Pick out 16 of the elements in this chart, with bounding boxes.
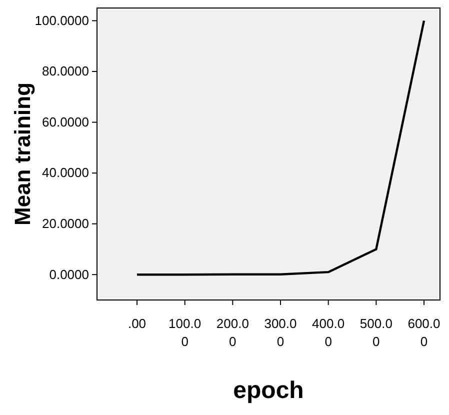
y-axis-title: Mean training <box>10 82 35 226</box>
y-tick-label: 40.0000 <box>42 165 89 180</box>
x-tick-label: 500.00 <box>360 316 392 349</box>
x-tick-label: 100.00 <box>168 316 202 349</box>
y-tick-label: 100.0000 <box>34 12 89 28</box>
x-tick-label: 400.00 <box>312 316 345 349</box>
y-tick-label: 0.0000 <box>49 266 89 282</box>
x-tick-label: .00 <box>128 316 146 331</box>
y-tick-label: 60.0000 <box>42 114 89 130</box>
x-tick-label: 600.00 <box>408 316 440 349</box>
x-tick-label: 200.00 <box>216 316 249 349</box>
x-axis-title: epoch <box>233 377 304 404</box>
y-tick-label: 80.0000 <box>42 64 89 79</box>
line-series <box>136 20 426 276</box>
y-tick-label: 20.0000 <box>42 216 89 231</box>
x-tick-label: 300.00 <box>264 316 297 349</box>
